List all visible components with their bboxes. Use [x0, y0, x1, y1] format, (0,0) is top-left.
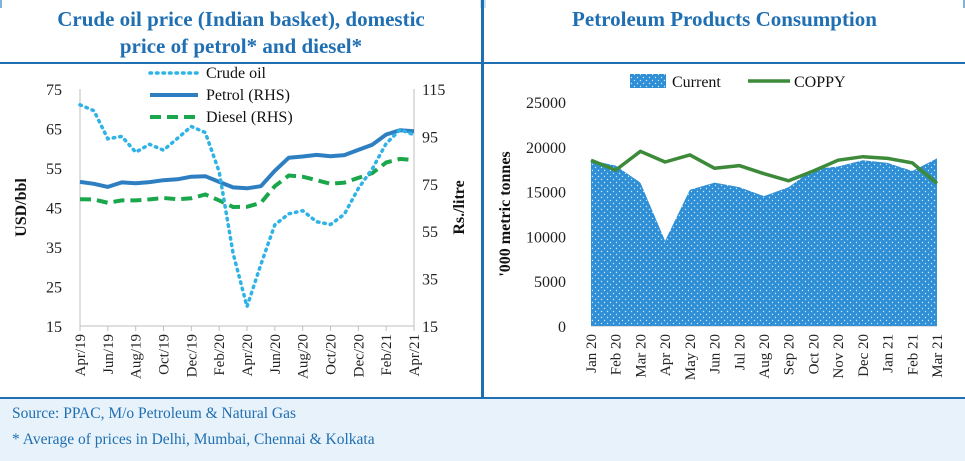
- consumption-chart-panel: 0 5000 10000 15000 20000 25000 '000 metric ton…: [486, 64, 963, 397]
- x-tick-label: Jul 20: [732, 334, 748, 370]
- left-y-tick-label: 25: [46, 280, 62, 297]
- right-y-tick-label: 55: [422, 224, 438, 241]
- x-tick-label: Feb/20: [212, 334, 228, 376]
- right-title-line: Petroleum Products Consumption: [572, 7, 877, 31]
- x-tick-label: Nov 20: [831, 334, 847, 379]
- left-title-line-1: Crude oil price (Indian basket), domesti…: [57, 7, 425, 31]
- footer: Source: PPAC, M/o Petroleum & Natural Ga…: [0, 399, 965, 461]
- x-tick-label: Feb 21: [905, 334, 921, 375]
- series-line-diesel-rhs: [79, 156, 415, 210]
- legend-swatch-current: [630, 74, 666, 88]
- x-tick-label: May 20: [683, 334, 699, 380]
- right-y-axis-title: Rs./litre: [451, 180, 468, 234]
- left-y-tick-label: 45: [46, 201, 62, 218]
- average-note: * Average of prices in Delhi, Mumbai, Ch…: [12, 431, 375, 448]
- series-area-current: [591, 158, 937, 326]
- x-tick-label: Dec/19: [184, 334, 200, 377]
- y-tick-label: 10000: [526, 229, 566, 246]
- right-y-tick-label: 75: [422, 177, 438, 194]
- legend-label: Crude oil: [206, 65, 267, 82]
- series-line-coppy: [590, 149, 939, 185]
- x-tick-label: Jan 21: [881, 334, 897, 373]
- crude-price-chart-panel: 15 25 35 45 55 65 75 15 35 55 75 95 115 USD/bbl Rs./li…: [2, 64, 480, 397]
- left-y-tick-label: 35: [46, 240, 62, 257]
- x-tick-label: Apr 20: [658, 334, 674, 376]
- y-axis-title: '000 metric tonnes: [497, 151, 514, 276]
- y-tick-label: 25000: [526, 95, 566, 112]
- x-tick-label: Jun 20: [708, 334, 724, 374]
- y-tick-label: 20000: [526, 140, 566, 157]
- series-line-petrol-rhs: [79, 128, 415, 191]
- x-tick-label: Apr/19: [73, 334, 89, 377]
- x-tick-label: Mar 21: [930, 334, 946, 378]
- x-tick-label: Feb/21: [379, 334, 395, 376]
- panel-divider: [481, 0, 484, 398]
- legend-label: Diesel (RHS): [206, 109, 293, 126]
- right-chart-title: Petroleum Products Consumption: [486, 0, 963, 62]
- left-y-axis-title: USD/bbl: [13, 178, 30, 237]
- legend-label: Current: [672, 74, 721, 91]
- left-title-line-2: price of petrol* and diesel*: [119, 34, 363, 58]
- left-chart-title: Crude oil price (Indian basket), domesti…: [2, 0, 480, 62]
- x-tick-label: Oct 20: [806, 334, 822, 374]
- crude-price-chart: 15 25 35 45 55 65 75 15 35 55 75 95 115 USD/bbl Rs./li…: [13, 65, 468, 379]
- x-tick-label: Dec/20: [351, 334, 367, 377]
- left-y-tick-label: 75: [46, 82, 62, 99]
- right-y-tick-label: 35: [422, 272, 438, 289]
- right-y-tick-label: 15: [422, 319, 438, 336]
- x-tick-label: Dec 20: [856, 334, 872, 377]
- x-tick-label: Apr/21: [407, 334, 423, 377]
- x-tick-label: Jun/19: [101, 334, 117, 374]
- x-tick-label: Feb 20: [609, 334, 625, 375]
- legend-label: Petrol (RHS): [206, 87, 290, 104]
- series-line-crude-oil: [78, 103, 416, 313]
- x-tick-label: Oct/20: [324, 334, 340, 375]
- x-tick-label: Aug/20: [296, 334, 312, 379]
- x-tick-label: Mar 20: [633, 334, 649, 378]
- x-tick-label: Jan 20: [584, 334, 600, 373]
- x-tick-label: Apr/20: [240, 334, 256, 377]
- y-tick-label: 0: [558, 319, 566, 336]
- left-y-tick-label: 65: [46, 122, 62, 139]
- x-tick-label: Aug 20: [757, 334, 773, 379]
- right-y-tick-label: 115: [422, 82, 445, 99]
- x-tick-label: Aug/19: [129, 334, 145, 379]
- legend-label: COPPY: [794, 74, 846, 91]
- footer-rule: [0, 397, 965, 399]
- x-tick-label: Oct/19: [157, 334, 173, 375]
- x-tick-label: Jun/20: [268, 334, 284, 374]
- x-tick-label: Sep 20: [782, 334, 798, 375]
- left-y-tick-label: 55: [46, 161, 62, 178]
- left-y-tick-label: 15: [46, 319, 62, 336]
- y-tick-label: 15000: [526, 185, 566, 202]
- consumption-chart: 0 5000 10000 15000 20000 25000 '000 metric ton…: [497, 74, 946, 380]
- right-y-tick-label: 95: [422, 129, 438, 146]
- source-note: Source: PPAC, M/o Petroleum & Natural Ga…: [12, 405, 297, 422]
- y-tick-label: 5000: [534, 274, 566, 291]
